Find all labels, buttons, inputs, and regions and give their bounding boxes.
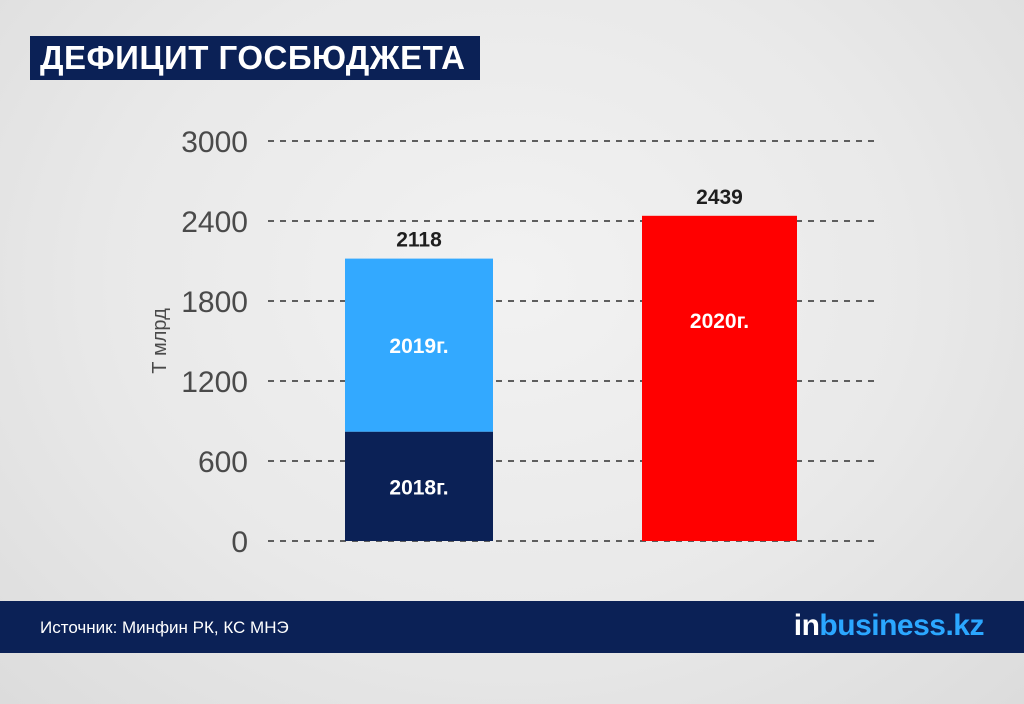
data-label: 2439 <box>696 186 743 209</box>
y-tick-label: 1200 <box>181 366 248 399</box>
y-tick-label: 0 <box>231 526 248 559</box>
bar-segment <box>642 215 797 542</box>
segment-label: 2020г. <box>690 310 749 333</box>
footer-bar: Источник: Минфин РК, КС МНЭ inbusiness.k… <box>0 601 1024 653</box>
inbusiness-logo: inbusiness.kz <box>793 609 985 643</box>
bar-segment <box>345 431 493 541</box>
y-tick-label: 2400 <box>181 206 248 239</box>
y-tick-label: 600 <box>198 446 248 479</box>
bar-segment <box>345 258 493 432</box>
logo-prefix: in <box>793 609 820 642</box>
logo-rest: business.kz <box>819 609 984 642</box>
segment-label: 2018г. <box>389 476 448 499</box>
title-box: ДЕФИЦИТ ГОСБЮДЖЕТА <box>30 36 480 80</box>
segment-label: 2019г. <box>389 335 448 358</box>
y-tick-label: 1800 <box>181 286 248 319</box>
y-axis-label: Т млрд <box>149 308 171 374</box>
y-tick-label: 3000 <box>181 126 248 159</box>
source-text: Источник: Минфин РК, КС МНЭ <box>40 618 289 637</box>
chart-title: ДЕФИЦИТ ГОСБЮДЖЕТА <box>40 39 466 76</box>
bar-chart: 2018г. 2019г. 2118 2020г. 2439 0 600 1200 1800 24… <box>149 126 876 559</box>
data-label: 2118 <box>396 229 442 252</box>
